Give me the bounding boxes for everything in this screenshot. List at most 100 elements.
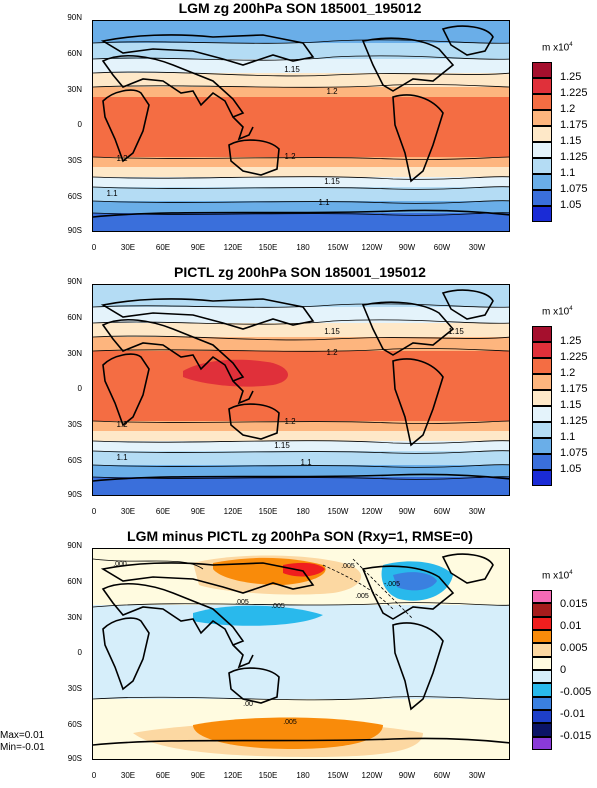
colorbar-box [532,710,552,724]
contour-labels-lgm: 1.15 1.2 1.2 1.2 1.15 1.1 1.1 [106,65,340,207]
stat-max: Max=0.01 [0,730,45,741]
lat-label: 30N [67,85,82,94]
colorbar-box [532,142,552,158]
lat-label: 60S [67,192,82,201]
contour-label: 1.1 [300,458,312,467]
lat-label: 60S [67,456,82,465]
lon-label: 180 [296,507,310,516]
map-lgm [92,20,510,232]
colorbar-box [532,670,552,684]
lon-label: 90W [398,243,416,252]
units-label: m x104 [542,306,573,318]
contour-label: 1.2 [116,154,128,163]
colorbar-label: 1.25 [560,71,582,83]
colorbar-label: 1.125 [560,415,588,427]
colorbar-label: 1.05 [560,199,582,211]
lon-label: 30E [120,771,136,780]
colorbar-box [532,616,552,630]
colorbar-label: 1.1 [560,167,576,179]
map-pictl-svg [93,285,509,495]
contour-label: .005 [283,719,297,726]
contour-label: 1.2 [116,420,128,429]
colorbar-box [532,696,552,710]
lon-label: 90E [190,771,206,780]
contour-label: .000 [113,561,127,568]
lon-label: 0 [91,771,97,780]
colorbar-box [532,422,552,438]
lon-label: 150W [327,507,349,516]
lon-label: 60W [433,771,451,780]
lon-label: 90W [398,771,416,780]
panel-title: LGM minus PICTL zg 200hPa SON (Rxy=1, RM… [127,528,473,544]
lon-label: 150E [258,771,278,780]
colorbar [532,62,552,222]
colorbar-box [532,603,552,617]
lat-label: 30S [67,684,82,693]
colorbar-label: 1.075 [560,183,588,195]
lon-label: 30W [468,771,486,780]
colorbar-label: 1.15 [560,135,582,147]
lon-label: 30W [468,507,486,516]
contour-label: 1.2 [284,417,296,426]
panel-title: PICTL zg 200hPa SON 185001_195012 [174,264,426,280]
colorbar-box [532,110,552,126]
contour-labels-difference: .000 .005 .005 .005 -.005 .005 .00 .005 [113,561,400,726]
contour-label: 1.15 [284,65,300,74]
lat-label: 30S [67,156,82,165]
colorbar-label: -0.005 [560,686,592,698]
lat-label: 90N [67,13,82,22]
colorbar-label: 1.15 [560,399,582,411]
lon-label: 0 [91,243,97,252]
lon-label: 90E [190,507,206,516]
lon-label: 30W [468,243,486,252]
lon-label: 120W [361,243,383,252]
contour-label: .005 [355,593,369,600]
lat-label: 90S [67,490,82,499]
colorbar-label: 1.175 [560,119,588,131]
lat-label: 30N [67,613,82,622]
contour-label: 1.1 [318,198,330,207]
colorbar-label: -0.01 [560,708,586,720]
colorbar-label: 1.225 [560,351,588,363]
colorbar-box [532,206,552,222]
contour-label: 1.1 [106,189,118,198]
contour-label: -.005 [384,581,400,588]
map-difference-svg [93,549,509,759]
lon-label: 30E [120,243,136,252]
map-lgm-svg [93,21,509,231]
colorbar-box [532,326,552,342]
lon-label: 90E [190,243,206,252]
lon-label: 60W [433,507,451,516]
colorbar-box [532,174,552,190]
colorbar-box [532,438,552,454]
colorbar-box [532,630,552,644]
lat-label: 60N [67,49,82,58]
lon-label: 150E [258,507,278,516]
panel-lgm: LGM zg 200hPa SON 185001_195012 [0,0,597,260]
units-label: m x104 [542,42,573,54]
lon-label: 90W [398,507,416,516]
lon-label: 60E [155,771,171,780]
panel-difference: LGM minus PICTL zg 200hPa SON (Rxy=1, RM… [0,528,597,788]
colorbar-label: 1.25 [560,335,582,347]
lat-label: 60N [67,313,82,322]
colorbar-box [532,190,552,206]
contour-labels-pictl: 1.15 1.15 1.2 1.2 1.2 1.15 1.1 1.1 [116,327,464,467]
contour-label: .00 [243,701,253,708]
lon-label: 60W [433,243,451,252]
lon-label: 180 [296,771,310,780]
lat-label: 60S [67,720,82,729]
contour-label: 1.15 [324,177,340,186]
colorbar-box [532,590,552,604]
colorbar-box [532,406,552,422]
lon-label: 150W [327,771,349,780]
colorbar-box [532,374,552,390]
lat-label: 90S [67,754,82,763]
lat-label: 90S [67,226,82,235]
colorbar-box [532,62,552,78]
contour-label: 1.15 [274,441,290,450]
lon-label: 150E [258,243,278,252]
colorbar-label: 1.2 [560,367,576,379]
lon-label: 120E [223,243,243,252]
colorbar-label: 1.1 [560,431,576,443]
